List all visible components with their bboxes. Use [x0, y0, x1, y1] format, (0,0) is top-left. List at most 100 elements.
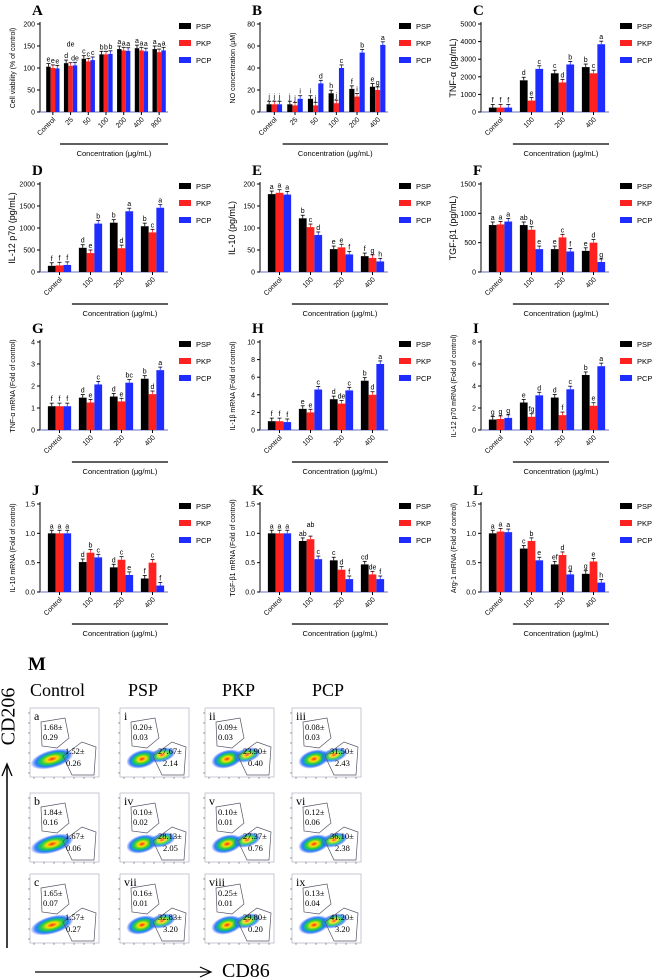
legend-swatch-pcp — [399, 217, 411, 223]
axis-tick — [290, 712, 292, 714]
legend-label-psp: PSP — [637, 182, 652, 191]
bar-pcp — [314, 559, 323, 592]
axis-tick — [28, 817, 30, 819]
significance-letter: b — [360, 43, 364, 50]
significance-letter: a — [122, 40, 126, 47]
axis-tick — [203, 732, 205, 734]
bar-psp — [550, 73, 559, 112]
axis-tick — [290, 888, 292, 890]
legend-label-pkp: PKP — [637, 199, 652, 208]
y-tick-label: 1.5 — [466, 502, 476, 509]
cd206-percent: 0.20± — [133, 722, 153, 732]
cd206-percent: 1.68± — [43, 722, 63, 732]
axis-tick — [133, 777, 135, 779]
x-tick-label: 400 — [133, 116, 146, 129]
bar-pcp — [535, 395, 544, 430]
significance-letter: de — [71, 55, 79, 62]
significance-letter: a — [491, 523, 495, 530]
bar-psp — [267, 194, 276, 272]
y-tick-label: 80 — [247, 22, 255, 29]
significance-letter: f — [144, 568, 146, 575]
x-tick-label: 800 — [150, 116, 163, 129]
x-tick-label: Control — [484, 434, 505, 455]
y-axis-label: NO concentration (μM) — [230, 33, 237, 104]
significance-letter: j — [335, 93, 338, 100]
cd206-gate — [40, 883, 70, 915]
significance-letter: a — [65, 523, 69, 530]
bar-pkp — [368, 574, 377, 592]
cd206-gate — [215, 802, 245, 834]
x-tick-label: 50 — [82, 116, 93, 127]
bar-psp — [519, 548, 528, 592]
bar-psp — [328, 93, 334, 112]
significance-letter: c — [569, 379, 573, 386]
y-tick-label: 100 — [243, 226, 255, 233]
axis-tick — [173, 777, 175, 779]
cd206-gate — [130, 883, 160, 915]
legend-label-pcp: PCP — [637, 216, 652, 225]
cd206-percent: 1.84± — [43, 807, 63, 817]
significance-letter: c — [592, 63, 596, 70]
significance-letter: a — [599, 34, 603, 41]
bar-psp — [140, 378, 149, 430]
significance-letter: a — [158, 360, 162, 367]
legend-swatch-pcp — [620, 375, 632, 381]
significance-letter: c — [82, 49, 86, 56]
bar-pcp — [566, 64, 575, 112]
y-tick-label: 50 — [247, 248, 255, 255]
chart-panel-c: C 0 1000 2000 3000 4000 5000 TNF-α (pg/mL) Contr… — [441, 0, 661, 160]
axis-tick — [203, 898, 205, 900]
legend-label-pcp: PCP — [416, 56, 431, 65]
bar-psp — [78, 247, 87, 272]
axis-tick — [183, 862, 185, 864]
x-axis-label: Concentration (μg/mL) — [524, 629, 599, 638]
significance-letter: a — [153, 39, 157, 46]
cd206-sd: 0.04 — [305, 898, 321, 908]
significance-letter: b — [100, 44, 104, 51]
cd86-sd: 0.76 — [248, 843, 263, 853]
bar-pcp — [276, 104, 283, 112]
bar-psp — [329, 249, 338, 272]
bar-pkp — [117, 248, 126, 272]
legend-swatch-pcp — [179, 217, 191, 223]
cd86-sd: 2.38 — [335, 843, 350, 853]
significance-letter: c — [317, 549, 321, 556]
axis-tick — [315, 943, 317, 945]
significance-letter: c — [97, 547, 101, 554]
axis-tick — [43, 943, 45, 945]
x-tick-label: 100 — [82, 596, 95, 609]
axis-tick — [83, 777, 85, 779]
cd206-sd: 0.29 — [43, 732, 58, 742]
axis-tick — [123, 862, 125, 864]
flow-plot-ii: ii 0.09± 0.03 23.90± 0.40 — [203, 707, 275, 779]
bar-pkp — [589, 405, 598, 430]
axis-tick — [173, 862, 175, 864]
axis-tick — [290, 878, 292, 880]
significance-letter: j — [288, 94, 291, 101]
axis-tick — [118, 878, 120, 880]
axis-tick — [118, 918, 120, 920]
cd86-gate — [237, 907, 272, 942]
axis-tick — [335, 777, 337, 779]
cd86-percent: 27.67± — [158, 746, 182, 756]
significance-letter: a — [139, 40, 143, 47]
x-tick-label: 400 — [585, 596, 598, 609]
axis-tick — [28, 807, 30, 809]
x-axis-label: Concentration (μg/mL) — [303, 467, 378, 476]
legend-label-pcp: PCP — [416, 216, 431, 225]
y-tick-label: 10 — [247, 340, 255, 347]
bar-psp — [140, 578, 149, 592]
cd206-percent: 0.10± — [133, 807, 153, 817]
cd206-sd: 0.07 — [43, 898, 58, 908]
bar-pcp — [535, 68, 544, 112]
y-axis-label: TGF-β1 mRNA (Fold of control) — [230, 499, 237, 596]
cd86-percent: 1.57± — [65, 912, 85, 922]
significance-letter: f — [500, 98, 502, 105]
bar-pkp — [148, 232, 157, 272]
cd206-axis-label: CD206 — [0, 687, 20, 746]
bar-psp — [488, 533, 497, 592]
significance-letter: d — [522, 70, 526, 77]
bar-psp — [298, 408, 307, 430]
legend-swatch-pkp — [620, 520, 632, 526]
